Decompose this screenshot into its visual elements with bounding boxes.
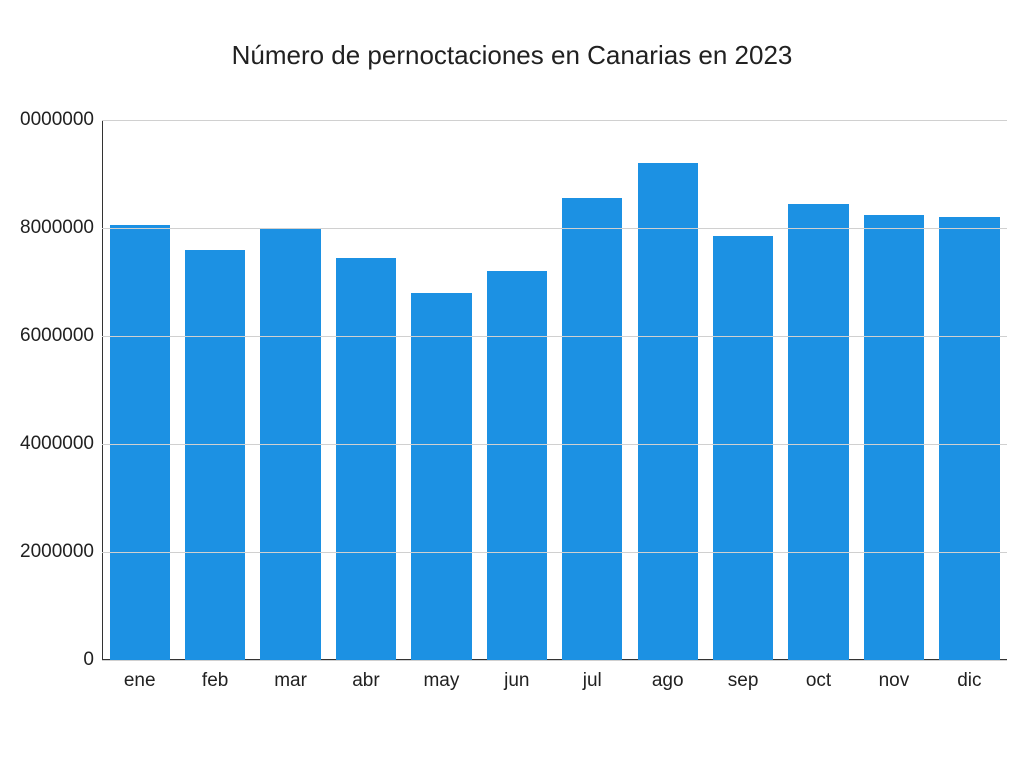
bar-slot: jun [479, 120, 554, 660]
bar [487, 271, 547, 660]
bar [185, 250, 245, 660]
bar [788, 204, 848, 660]
y-tick-label: 6000000 [20, 325, 94, 347]
gridline [102, 444, 1007, 445]
bar-slot: feb [177, 120, 252, 660]
x-tick-label: ene [102, 660, 177, 692]
x-tick-label: sep [705, 660, 780, 692]
bar-slot: sep [705, 120, 780, 660]
plot-area: enefebmarabrmayjunjulagosepoctnovdic [102, 120, 1007, 660]
chart-title: Número de pernoctaciones en Canarias en … [0, 40, 1024, 71]
x-tick-label: nov [856, 660, 931, 692]
bar [864, 215, 924, 661]
x-tick-label: ago [630, 660, 705, 692]
y-tick-label: 0 [83, 649, 94, 671]
y-tick-label: 0000000 [20, 109, 94, 131]
gridline [102, 228, 1007, 229]
bar [939, 217, 999, 660]
bar-slot: dic [932, 120, 1007, 660]
bar [638, 163, 698, 660]
bar [411, 293, 471, 660]
bars-group: enefebmarabrmayjunjulagosepoctnovdic [102, 120, 1007, 660]
x-tick-label: jul [555, 660, 630, 692]
bar [336, 258, 396, 660]
bar-slot: oct [781, 120, 856, 660]
x-tick-label: mar [253, 660, 328, 692]
x-tick-label: oct [781, 660, 856, 692]
y-tick-label: 8000000 [20, 217, 94, 239]
bar-slot: jul [555, 120, 630, 660]
bar-slot: ene [102, 120, 177, 660]
x-tick-label: dic [932, 660, 1007, 692]
bar-slot: nov [856, 120, 931, 660]
gridline [102, 552, 1007, 553]
x-tick-label: abr [328, 660, 403, 692]
gridline [102, 336, 1007, 337]
y-tick-label: 4000000 [20, 433, 94, 455]
bar-slot: mar [253, 120, 328, 660]
gridline [102, 120, 1007, 121]
bar [562, 198, 622, 660]
y-tick-label: 2000000 [20, 541, 94, 563]
bar [713, 236, 773, 660]
bar [110, 225, 170, 660]
bar-slot: abr [328, 120, 403, 660]
bar-slot: ago [630, 120, 705, 660]
chart-container: Número de pernoctaciones en Canarias en … [0, 0, 1024, 768]
x-tick-label: feb [177, 660, 252, 692]
bar-slot: may [404, 120, 479, 660]
gridline [102, 660, 1007, 661]
x-tick-label: may [404, 660, 479, 692]
x-tick-label: jun [479, 660, 554, 692]
